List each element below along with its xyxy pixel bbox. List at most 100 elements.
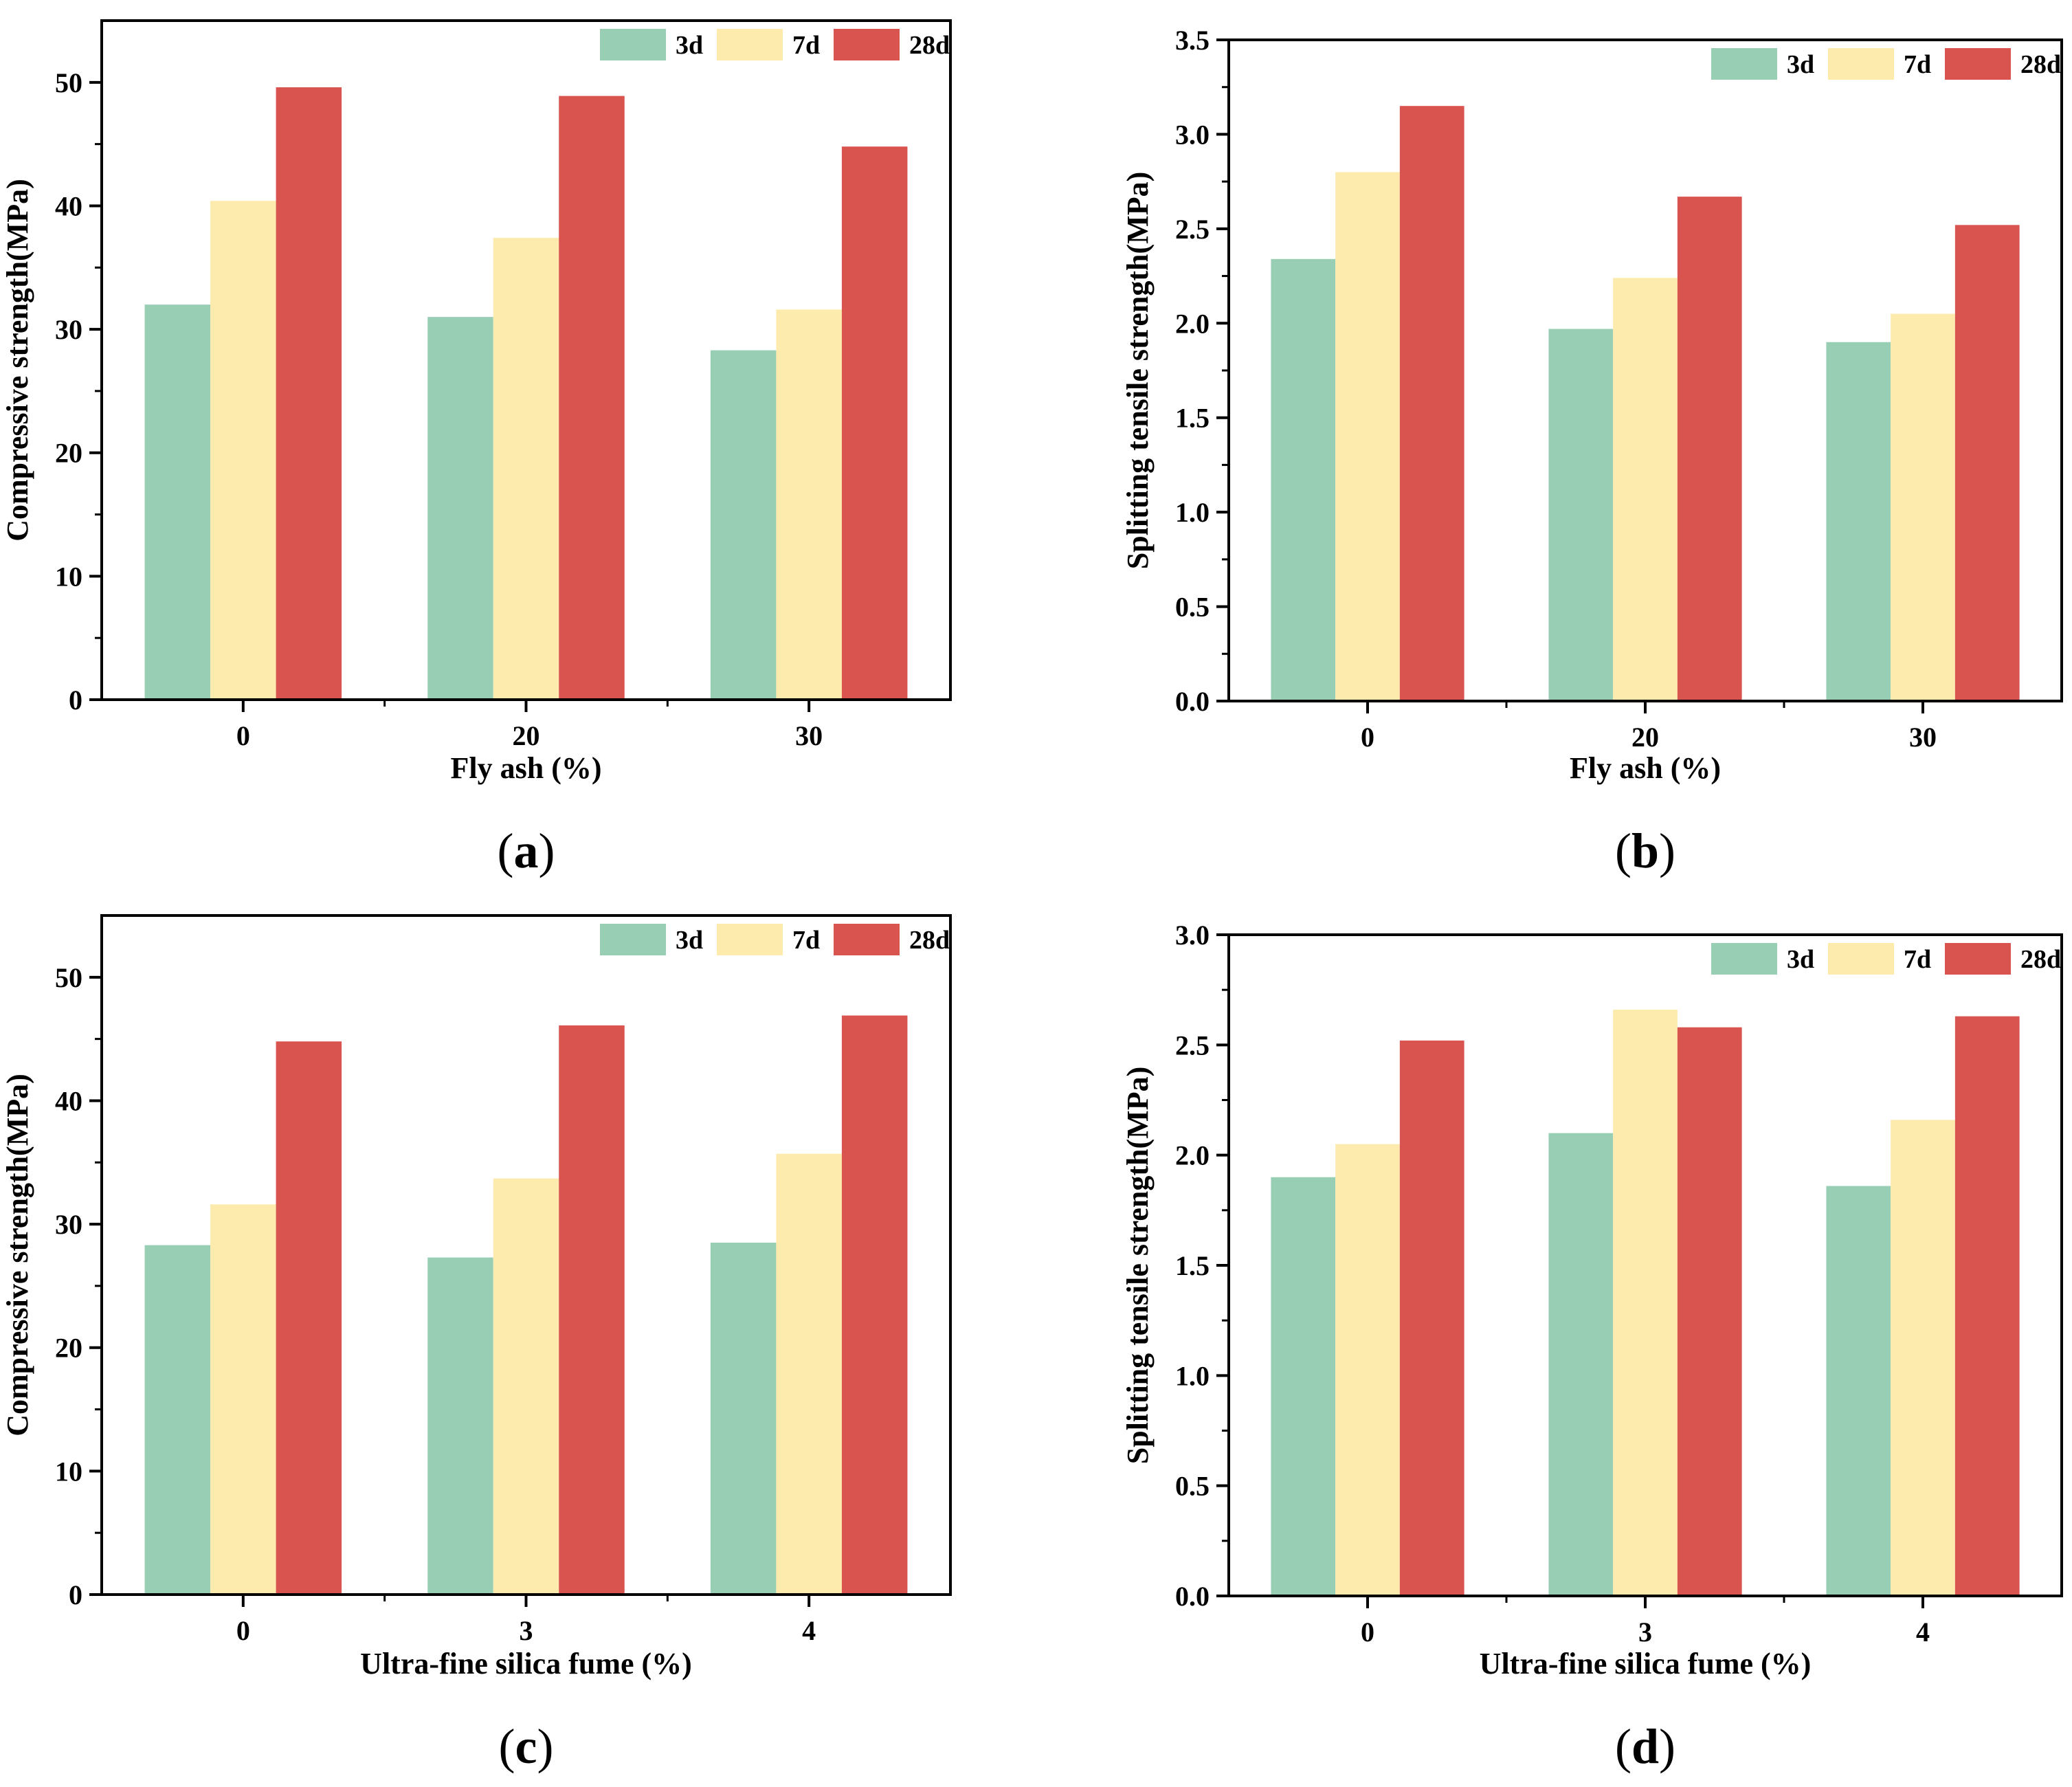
bar-a-28d-0 bbox=[276, 87, 342, 700]
x-axis-title-c: Ultra-fine silica fume (%) bbox=[360, 1647, 692, 1680]
y-tick-label-b: 2.0 bbox=[1175, 308, 1210, 339]
bar-c-28d-0 bbox=[276, 1041, 342, 1595]
legend-c: 3d 7d 28d bbox=[600, 924, 950, 955]
x-tick-label-a: 0 bbox=[236, 720, 250, 751]
x-tick-label-c: 4 bbox=[802, 1615, 816, 1646]
bar-a-3d-0 bbox=[144, 304, 211, 700]
legend-swatch-d-28d bbox=[1945, 943, 2011, 975]
legend-label-a-7d: 7d bbox=[792, 31, 820, 60]
y-tick-label-c: 40 bbox=[55, 1085, 82, 1116]
x-axis-title-d: Ultra-fine silica fume (%) bbox=[1480, 1647, 1812, 1680]
chart-panel-d: 0.0 0.5 1.0 1.5 2.0 2.5 3.0 0 3 4 Ultra-fine silic… bbox=[1121, 920, 2063, 1774]
y-tick-label-c: 50 bbox=[55, 962, 82, 993]
legend-swatch-b-28d bbox=[1945, 48, 2011, 80]
panel-caption-b: (b) bbox=[1615, 823, 1675, 878]
panel-caption-a: (a) bbox=[498, 823, 555, 878]
panel-caption-d: (d) bbox=[1615, 1719, 1675, 1774]
bar-c-7d-3 bbox=[493, 1178, 559, 1595]
bar-d-28d-0 bbox=[1399, 1040, 1464, 1596]
legend-label-d-28d: 28d bbox=[2020, 945, 2061, 974]
y-tick-label-c: 20 bbox=[55, 1333, 82, 1364]
y-axis-title-c: Compressive strength(MPa) bbox=[1, 1074, 34, 1436]
legend-label-b-7d: 7d bbox=[1904, 50, 1931, 79]
legend-label-b-3d: 3d bbox=[1787, 50, 1814, 79]
x-tick-label-c: 0 bbox=[236, 1615, 250, 1646]
bar-a-3d-20 bbox=[427, 317, 493, 700]
bar-a-7d-20 bbox=[493, 238, 559, 700]
bar-a-7d-30 bbox=[776, 309, 842, 700]
bar-c-28d-3 bbox=[559, 1025, 625, 1595]
y-tick-label-d: 0.5 bbox=[1175, 1471, 1210, 1502]
y-tick-label-a: 30 bbox=[55, 314, 82, 345]
bar-c-3d-0 bbox=[144, 1245, 211, 1595]
bar-c-7d-0 bbox=[210, 1204, 276, 1595]
legend-swatch-a-7d bbox=[717, 29, 783, 60]
legend-swatch-a-28d bbox=[834, 29, 900, 60]
bar-d-3d-0 bbox=[1271, 1177, 1336, 1596]
legend-swatch-d-7d bbox=[1828, 943, 1894, 975]
bar-b-7d-30 bbox=[1891, 313, 1955, 701]
y-tick-label-d: 2.0 bbox=[1175, 1140, 1210, 1171]
y-tick-label-b: 0.0 bbox=[1175, 686, 1210, 717]
legend-label-d-3d: 3d bbox=[1787, 945, 1814, 974]
y-tick-label-d: 0.0 bbox=[1175, 1581, 1210, 1612]
bar-b-7d-20 bbox=[1613, 278, 1678, 701]
bar-d-28d-3 bbox=[1677, 1027, 1742, 1596]
bar-b-28d-0 bbox=[1399, 106, 1464, 701]
bar-d-3d-3 bbox=[1548, 1133, 1614, 1596]
x-tick-label-d: 0 bbox=[1361, 1617, 1374, 1647]
y-tick-label-a: 40 bbox=[55, 190, 82, 221]
chart-panel-a: 0 10 20 30 40 50 0 20 30 Fly ash (%) Compressive s… bbox=[1, 19, 952, 878]
bar-d-7d-4 bbox=[1891, 1120, 1955, 1596]
bar-c-7d-4 bbox=[776, 1153, 842, 1595]
x-tick-label-a: 30 bbox=[795, 720, 823, 751]
bar-a-7d-0 bbox=[210, 201, 276, 700]
y-tick-label-a: 20 bbox=[55, 438, 82, 469]
legend-label-c-7d: 7d bbox=[792, 926, 820, 955]
bar-b-3d-20 bbox=[1548, 329, 1614, 701]
y-axis-title-b: Splitting tensile strength(MPa) bbox=[1121, 172, 1155, 570]
legend-swatch-d-3d bbox=[1711, 943, 1777, 975]
x-tick-label-b: 20 bbox=[1631, 722, 1659, 753]
chart-panel-b: 0.0 0.5 1.0 1.5 2.0 2.5 3.0 3.5 0 20 30 Fly ash (%)… bbox=[1121, 25, 2063, 878]
bar-d-7d-0 bbox=[1335, 1144, 1400, 1596]
legend-swatch-c-28d bbox=[834, 924, 900, 955]
bar-d-28d-4 bbox=[1954, 1016, 2020, 1596]
y-tick-label-b: 3.0 bbox=[1175, 119, 1210, 150]
bar-b-7d-0 bbox=[1335, 172, 1400, 701]
bar-d-3d-4 bbox=[1826, 1186, 1891, 1596]
x-tick-label-d: 4 bbox=[1916, 1617, 1930, 1647]
x-tick-label-b: 0 bbox=[1361, 722, 1374, 753]
bar-b-28d-20 bbox=[1677, 197, 1742, 701]
y-tick-label-c: 10 bbox=[55, 1456, 82, 1487]
y-tick-label-b: 2.5 bbox=[1175, 214, 1210, 245]
legend-label-d-7d: 7d bbox=[1904, 945, 1931, 974]
legend-b: 3d 7d 28d bbox=[1711, 48, 2061, 80]
y-tick-label-a: 50 bbox=[55, 67, 82, 98]
bar-c-3d-4 bbox=[710, 1243, 777, 1595]
chart-panel-c: 0 10 20 30 40 50 0 3 4 Ultra-fine silica fume (%)… bbox=[1, 914, 952, 1774]
y-tick-label-b: 3.5 bbox=[1175, 25, 1210, 56]
bar-d-7d-3 bbox=[1613, 1010, 1678, 1596]
x-tick-label-d: 3 bbox=[1638, 1617, 1652, 1647]
legend-swatch-b-7d bbox=[1828, 48, 1894, 80]
y-tick-label-a: 0 bbox=[69, 685, 82, 715]
panel-caption-c: (c) bbox=[499, 1719, 554, 1774]
y-tick-label-d: 1.5 bbox=[1175, 1250, 1210, 1281]
y-tick-label-b: 0.5 bbox=[1175, 592, 1210, 623]
legend-label-c-3d: 3d bbox=[676, 926, 703, 955]
x-axis-title-b: Fly ash (%) bbox=[1570, 751, 1721, 785]
y-tick-label-b: 1.5 bbox=[1175, 403, 1210, 434]
legend-swatch-c-7d bbox=[717, 924, 783, 955]
bar-b-28d-30 bbox=[1954, 225, 2020, 701]
legend-swatch-c-3d bbox=[600, 924, 666, 955]
y-tick-label-b: 1.0 bbox=[1175, 497, 1210, 528]
bar-c-28d-4 bbox=[841, 1015, 908, 1595]
legend-d: 3d 7d 28d bbox=[1711, 943, 2061, 975]
legend-label-a-3d: 3d bbox=[676, 31, 703, 60]
y-axis-title-d: Splitting tensile strength(MPa) bbox=[1121, 1067, 1155, 1465]
x-tick-label-c: 3 bbox=[520, 1615, 533, 1646]
legend-label-c-28d: 28d bbox=[909, 926, 950, 955]
y-tick-label-d: 1.0 bbox=[1175, 1360, 1210, 1391]
